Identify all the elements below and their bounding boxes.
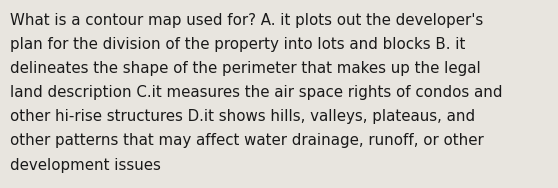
Text: plan for the division of the property into lots and blocks B. it: plan for the division of the property in…	[10, 37, 465, 52]
Text: other hi-rise structures D.it shows hills, valleys, plateaus, and: other hi-rise structures D.it shows hill…	[10, 109, 475, 124]
Text: delineates the shape of the perimeter that makes up the legal: delineates the shape of the perimeter th…	[10, 61, 481, 76]
Text: What is a contour map used for? A. it plots out the developer's: What is a contour map used for? A. it pl…	[10, 13, 483, 28]
Text: other patterns that may affect water drainage, runoff, or other: other patterns that may affect water dra…	[10, 133, 484, 149]
Text: development issues: development issues	[10, 158, 161, 173]
Text: land description C.it measures the air space rights of condos and: land description C.it measures the air s…	[10, 85, 503, 100]
